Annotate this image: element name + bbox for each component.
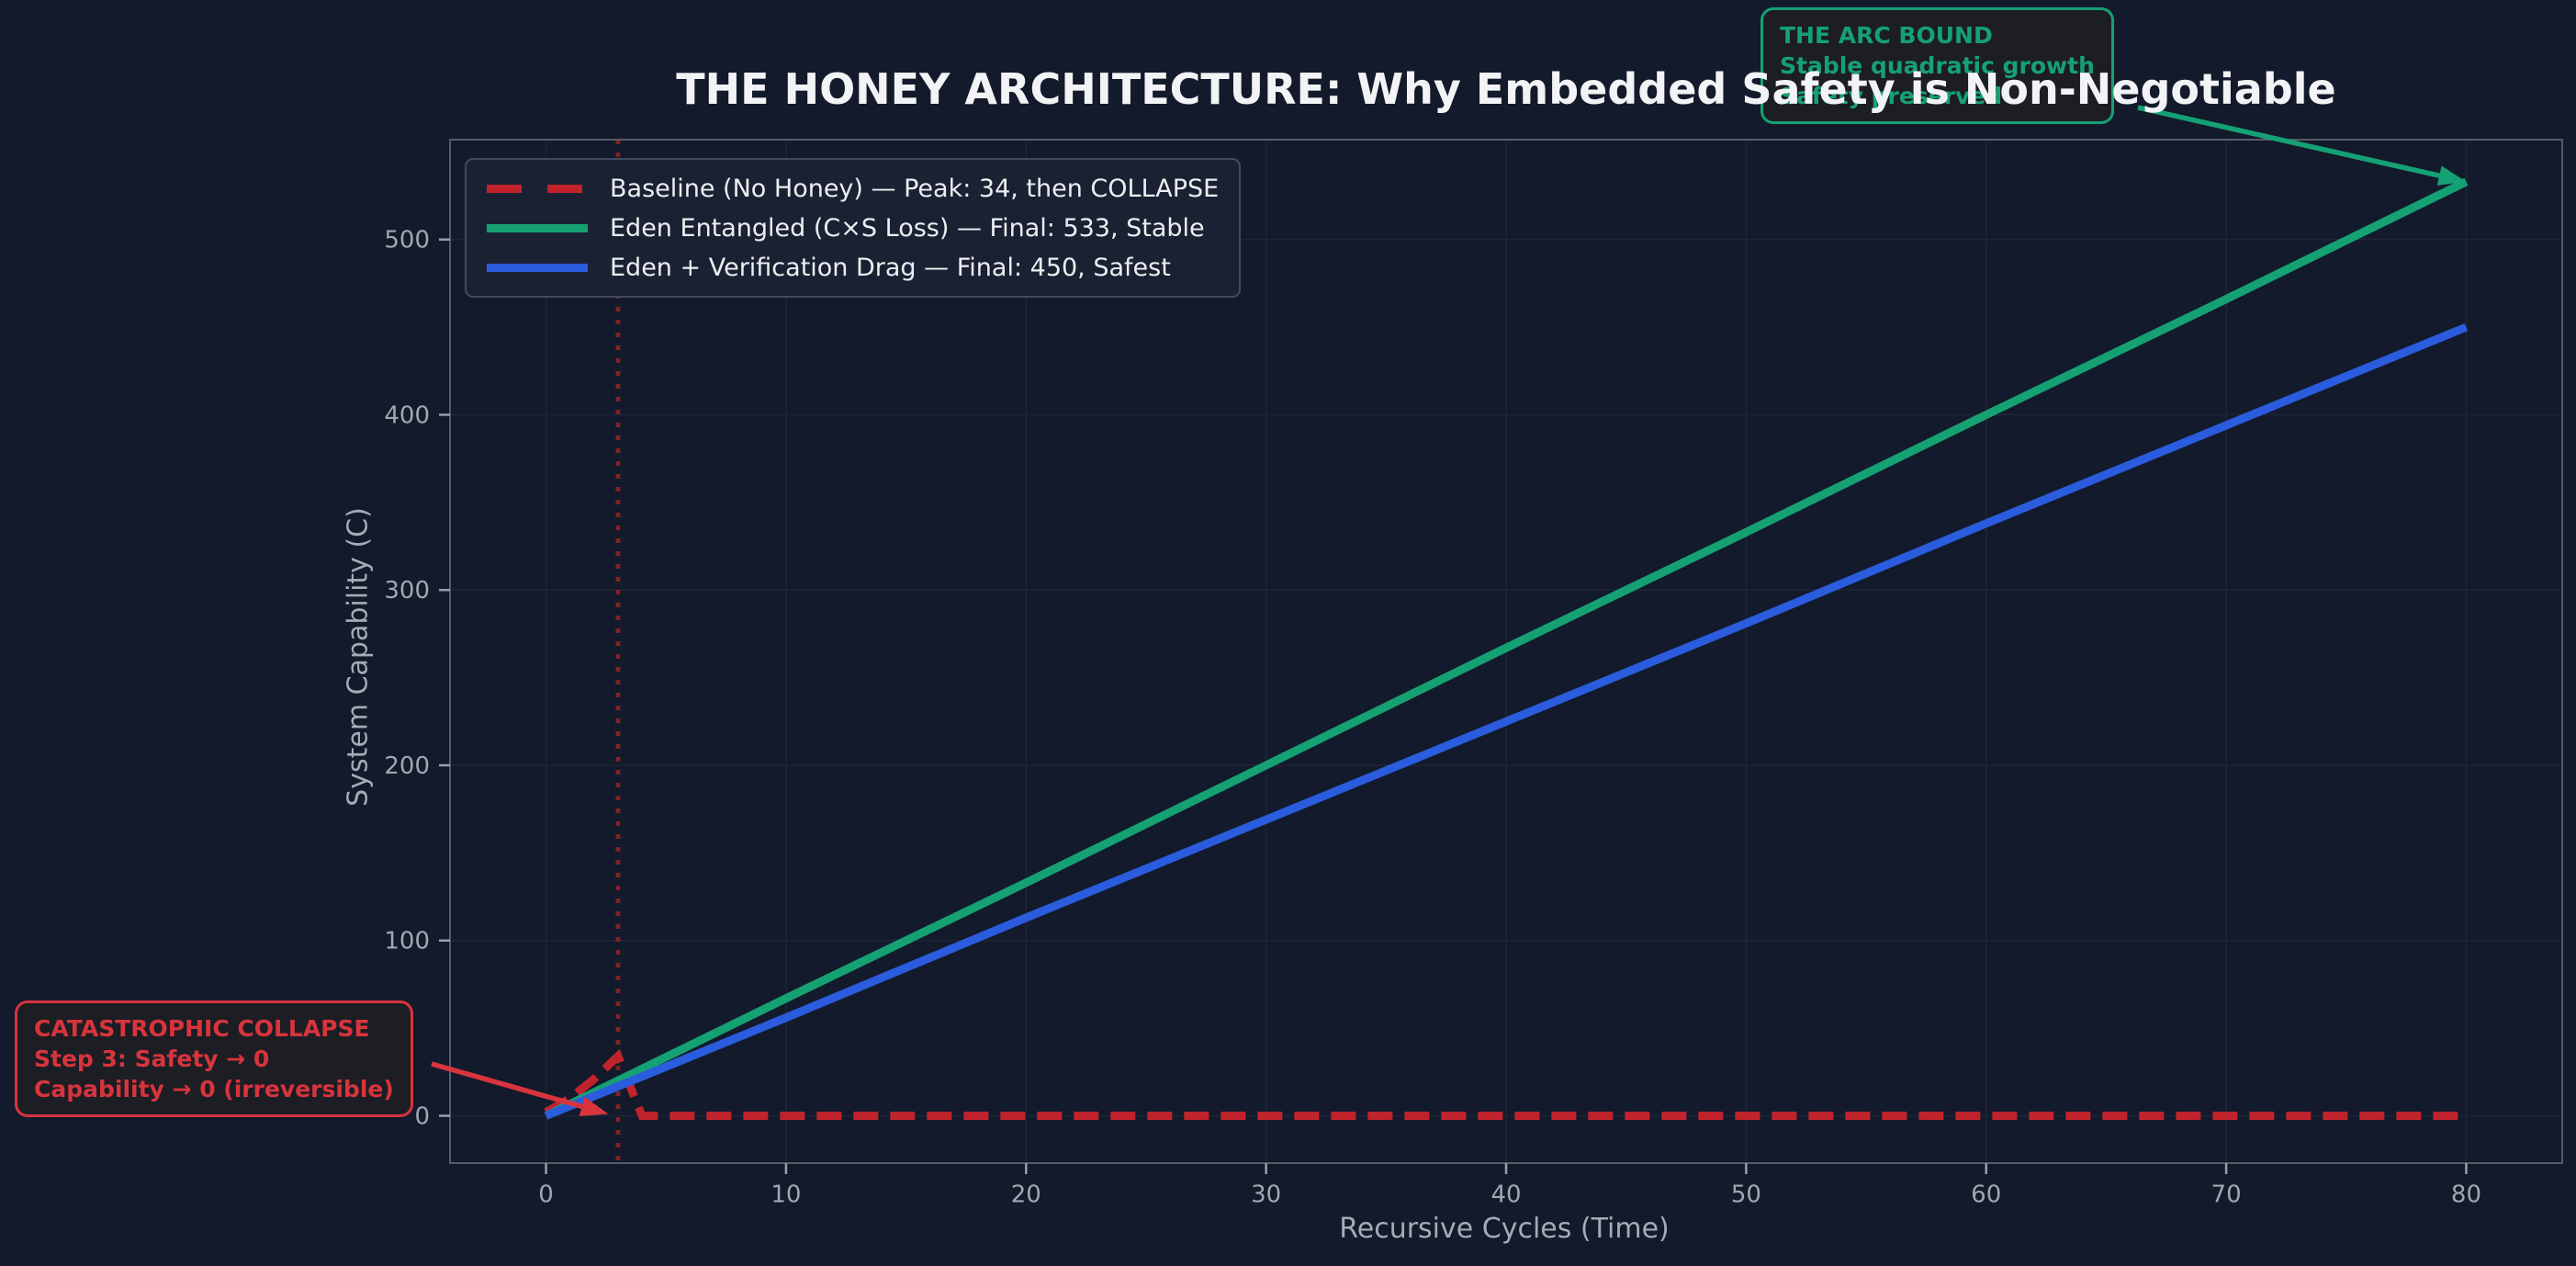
annotation-collapse-line: CATASTROPHIC COLLAPSE: [34, 1015, 370, 1042]
annotation-arrow-collapse: [431, 1061, 583, 1110]
annotation-collapse-line: Step 3: Safety → 0: [34, 1046, 270, 1072]
y-tick-label-0: 0: [414, 1102, 430, 1130]
annotation-arc-bound-line: Safety preserved: [1780, 83, 2003, 109]
x-tick-label-70: 70: [2211, 1181, 2242, 1208]
y-tick-label-500: 500: [384, 227, 430, 254]
x-axis-label: Recursive Cycles (Time): [1339, 1213, 1670, 1245]
annotation-arc-bound-line: THE ARC BOUND: [1780, 22, 1993, 49]
legend-item: Eden Entangled (C×S Loss) — Final: 533, …: [487, 210, 1219, 245]
annotation-arrow-arc-bound: [2137, 105, 2440, 178]
y-tick-label-200: 200: [384, 752, 430, 780]
annotation-arc-bound-line: Stable quadratic growth: [1780, 52, 2095, 79]
annotation-arc-bound-box: THE ARC BOUND Stable quadratic growth Sa…: [1760, 7, 2114, 124]
y-tick-label-100: 100: [384, 928, 430, 955]
x-tick-label-80: 80: [2451, 1181, 2481, 1208]
annotation-arrowhead-arc-bound: [2436, 165, 2467, 186]
annotation-collapse-line: Capability → 0 (irreversible): [34, 1076, 394, 1102]
series-line-1: [544, 177, 2469, 1120]
annotation-arrowhead-collapse: [579, 1096, 609, 1116]
y-tick-label-300: 300: [384, 577, 430, 605]
chart-title: THE HONEY ARCHITECTURE: Why Embedded Saf…: [676, 64, 2336, 114]
legend-label: Eden + Verification Drag — Final: 450, S…: [610, 253, 1171, 282]
legend-swatch: [487, 263, 588, 272]
x-tick-label-20: 20: [1011, 1181, 1041, 1208]
legend-item: Eden + Verification Drag — Final: 450, S…: [487, 250, 1219, 285]
annotation-collapse-box: CATASTROPHIC COLLAPSE Step 3: Safety → 0…: [15, 1000, 413, 1117]
x-tick-label-60: 60: [1971, 1181, 2001, 1208]
y-tick-label-400: 400: [384, 401, 430, 429]
legend-item: Baseline (No Honey) — Peak: 34, then COL…: [487, 171, 1219, 206]
series-line-2: [544, 322, 2469, 1120]
legend-swatch: [487, 223, 588, 232]
x-tick-label-30: 30: [1251, 1181, 1281, 1208]
series-line-0: [544, 1048, 2467, 1120]
legend-label: Eden Entangled (C×S Loss) — Final: 533, …: [610, 213, 1205, 243]
legend-label: Baseline (No Honey) — Peak: 34, then COL…: [610, 174, 1220, 203]
x-tick-label-10: 10: [771, 1181, 801, 1208]
legend-swatch: [487, 184, 588, 193]
y-axis-label: System Capability (C): [342, 507, 375, 807]
x-tick-label-0: 0: [538, 1181, 554, 1208]
x-tick-label-40: 40: [1490, 1181, 1521, 1208]
x-tick-label-50: 50: [1731, 1181, 1761, 1208]
legend: Baseline (No Honey) — Peak: 34, then COL…: [465, 158, 1242, 298]
